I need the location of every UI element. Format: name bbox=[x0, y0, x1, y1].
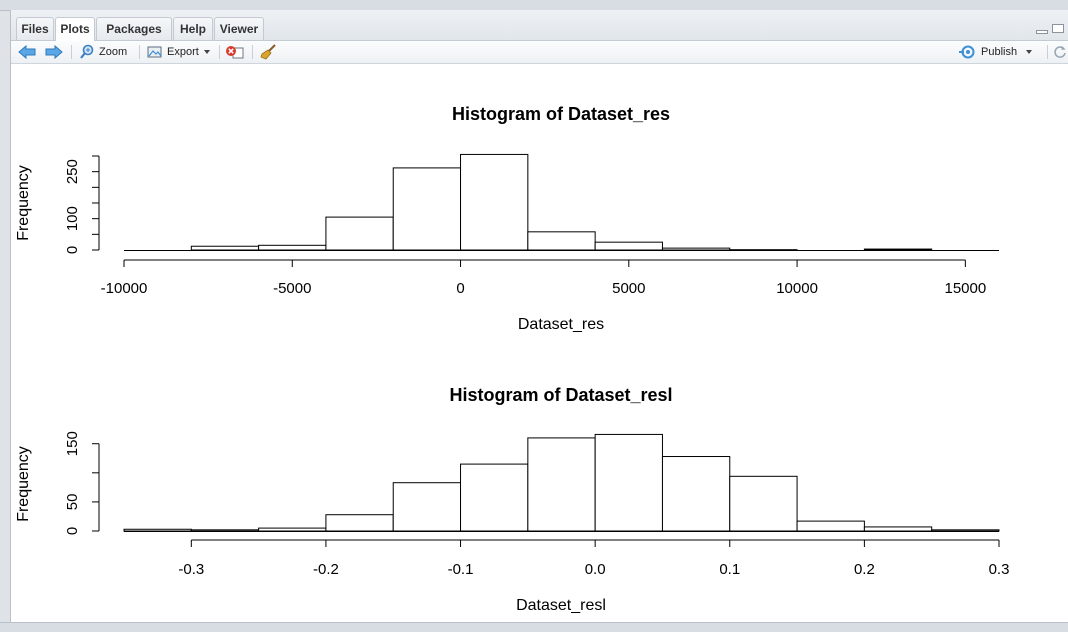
publish-menu-button[interactable]: Publish bbox=[959, 43, 1033, 61]
histogram-bar bbox=[393, 168, 460, 250]
histogram-bar bbox=[595, 242, 662, 250]
histogram-bar bbox=[864, 249, 931, 250]
x-tick-label: 15000 bbox=[944, 280, 986, 297]
histogram-bar bbox=[461, 464, 528, 531]
plot-canvas: Histogram of Dataset_res Frequency Datas… bbox=[11, 64, 1068, 622]
export-label: Export bbox=[167, 43, 199, 61]
x-tick-label: 10000 bbox=[776, 280, 818, 297]
clear-all-plots-button[interactable] bbox=[260, 43, 278, 61]
remove-plot-button[interactable] bbox=[225, 43, 245, 61]
histogram-bar bbox=[393, 483, 460, 531]
export-image-icon bbox=[147, 45, 163, 59]
histogram-bar bbox=[259, 528, 326, 531]
histogram-bar bbox=[528, 438, 595, 531]
dropdown-caret-icon bbox=[1021, 49, 1033, 55]
histogram-bar bbox=[797, 521, 864, 531]
histogram-bar bbox=[595, 434, 662, 531]
x-tick-label: -5000 bbox=[273, 280, 311, 297]
toolbar-divider bbox=[71, 45, 72, 59]
publish-icon bbox=[959, 45, 977, 59]
y-tick-label: 100 bbox=[64, 206, 81, 231]
histogram-bar bbox=[528, 232, 595, 250]
histogram-dataset-resl: Histogram of Dataset_resl Frequency Data… bbox=[15, 385, 1009, 614]
zoom-label: Zoom bbox=[99, 43, 127, 61]
histogram-bar bbox=[191, 530, 258, 531]
x-tick-label: 0.1 bbox=[719, 561, 740, 578]
x-tick-label: 0 bbox=[456, 280, 464, 297]
x-tick-label: -10000 bbox=[101, 280, 148, 297]
histogram-figure: Histogram of Dataset_res Frequency Datas… bbox=[11, 64, 1068, 622]
arrow-left-icon bbox=[18, 45, 36, 59]
pane-tab-bar: Files Plots Packages Help Viewer bbox=[11, 10, 1068, 41]
broom-icon bbox=[260, 44, 278, 60]
x-tick-label: 0.3 bbox=[989, 561, 1010, 578]
x-tick-label: -0.3 bbox=[178, 561, 204, 578]
zoom-button[interactable]: Zoom bbox=[79, 43, 127, 61]
refresh-button[interactable] bbox=[1053, 43, 1067, 61]
publish-label: Publish bbox=[981, 43, 1017, 61]
histogram-bar bbox=[662, 457, 729, 531]
tab-help[interactable]: Help bbox=[173, 17, 213, 40]
export-menu-button[interactable]: Export bbox=[147, 43, 211, 61]
y-tick-label: 0 bbox=[64, 527, 81, 535]
histogram-dataset-res: Histogram of Dataset_res Frequency Datas… bbox=[15, 104, 999, 333]
refresh-icon bbox=[1053, 45, 1067, 59]
back-button[interactable] bbox=[18, 43, 36, 61]
chart-title: Histogram of Dataset_res bbox=[452, 104, 670, 124]
histogram-bar bbox=[730, 476, 797, 531]
histogram-bar bbox=[326, 515, 393, 531]
y-tick-label: 150 bbox=[64, 431, 81, 456]
x-tick-label: -0.1 bbox=[448, 561, 474, 578]
toolbar-divider bbox=[139, 45, 140, 59]
x-tick-label: 5000 bbox=[612, 280, 645, 297]
arrow-right-icon bbox=[45, 45, 63, 59]
y-axis-label: Frequency bbox=[15, 446, 32, 522]
x-axis-label: Dataset_res bbox=[518, 316, 604, 333]
histogram-bar bbox=[662, 248, 729, 250]
x-axis-label: Dataset_resl bbox=[516, 597, 606, 614]
plots-toolbar: Zoom Export bbox=[11, 41, 1068, 64]
forward-button[interactable] bbox=[45, 43, 63, 61]
histogram-bar bbox=[259, 245, 326, 250]
minimize-pane-icon[interactable] bbox=[1036, 30, 1048, 34]
histogram-bar bbox=[461, 154, 528, 250]
histogram-bar bbox=[326, 217, 393, 250]
maximize-pane-icon[interactable] bbox=[1052, 24, 1064, 33]
histogram-bar bbox=[191, 246, 258, 250]
y-tick-label: 0 bbox=[64, 246, 81, 254]
y-axis-label: Frequency bbox=[15, 165, 32, 241]
magnifier-icon bbox=[79, 44, 95, 60]
toolbar-divider bbox=[219, 45, 220, 59]
y-tick-label: 50 bbox=[64, 494, 81, 511]
x-tick-label: 0.0 bbox=[585, 561, 606, 578]
remove-plot-icon bbox=[225, 45, 245, 59]
chart-title: Histogram of Dataset_resl bbox=[449, 385, 672, 405]
toolbar-divider bbox=[252, 45, 253, 59]
histogram-bar bbox=[124, 529, 191, 531]
y-tick-label: 250 bbox=[64, 159, 81, 184]
dropdown-caret-icon bbox=[203, 49, 211, 55]
histogram-bar bbox=[932, 530, 999, 531]
tab-files[interactable]: Files bbox=[16, 17, 54, 40]
tab-viewer[interactable]: Viewer bbox=[214, 17, 264, 40]
x-tick-label: 0.2 bbox=[854, 561, 875, 578]
x-tick-label: -0.2 bbox=[313, 561, 339, 578]
tab-packages[interactable]: Packages bbox=[96, 17, 172, 40]
tab-plots[interactable]: Plots bbox=[55, 17, 95, 41]
plots-pane: Files Plots Packages Help Viewer Zo bbox=[10, 10, 1068, 622]
histogram-bar bbox=[864, 527, 931, 531]
toolbar-divider bbox=[1047, 45, 1048, 59]
